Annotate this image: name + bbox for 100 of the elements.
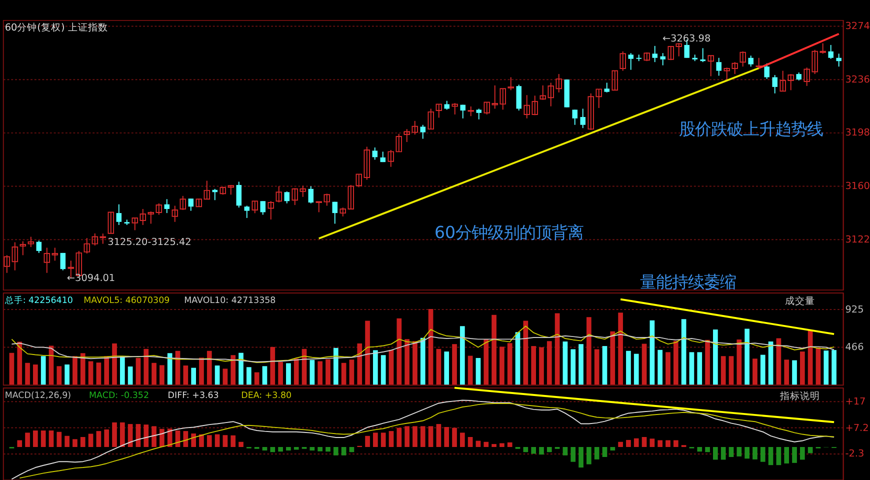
bar — [214, 434, 220, 447]
bar — [507, 343, 512, 385]
bar — [634, 354, 639, 385]
bar — [476, 358, 481, 385]
candlestick — [420, 124, 426, 140]
bar — [380, 432, 386, 447]
y-tick-label: 3236 — [845, 74, 870, 86]
candlestick — [828, 44, 834, 60]
bar — [800, 446, 805, 460]
bar — [333, 446, 338, 456]
bar — [752, 446, 758, 460]
candlestick — [188, 198, 194, 212]
candlestick — [468, 106, 474, 117]
bar — [546, 341, 552, 385]
bar — [658, 440, 663, 447]
candlestick — [324, 193, 330, 206]
bar — [388, 350, 394, 385]
bar — [160, 428, 164, 447]
bar — [120, 422, 125, 447]
bar — [104, 356, 110, 385]
bar — [333, 348, 338, 385]
bar — [507, 442, 512, 447]
bar — [546, 446, 552, 452]
bar — [238, 442, 244, 447]
bar — [206, 435, 212, 447]
bar — [452, 428, 457, 447]
candlestick — [364, 146, 370, 180]
bar — [222, 368, 228, 385]
candlestick — [604, 82, 610, 93]
bar — [365, 436, 370, 447]
bar — [666, 440, 670, 447]
bar — [40, 430, 46, 447]
bar — [484, 442, 489, 447]
bar — [736, 446, 742, 456]
bar — [570, 349, 576, 385]
bar — [428, 426, 434, 447]
y-tick-label: +7.2 — [845, 422, 869, 434]
bar — [167, 353, 172, 385]
bar — [720, 356, 726, 385]
candlestick — [476, 108, 482, 120]
bar — [705, 340, 710, 385]
y-tick-label: -2.3 — [845, 448, 864, 460]
bar — [752, 358, 758, 385]
bar — [310, 446, 315, 451]
bar — [112, 422, 117, 447]
bar — [246, 367, 252, 385]
bar — [492, 444, 496, 447]
bar — [594, 446, 600, 460]
candlestick — [292, 188, 298, 206]
bar — [562, 341, 568, 385]
bar — [404, 339, 410, 385]
bar — [523, 446, 528, 452]
bar — [357, 343, 362, 385]
candlestick — [612, 70, 618, 91]
bar — [650, 320, 655, 385]
bar — [784, 446, 790, 464]
candlestick — [660, 52, 666, 66]
bar — [500, 443, 504, 447]
candlestick — [148, 211, 154, 224]
candlestick — [356, 174, 362, 188]
bar — [689, 352, 694, 385]
bar — [373, 432, 378, 447]
bar — [136, 358, 141, 385]
candlestick — [268, 200, 274, 220]
candlestick — [316, 201, 322, 213]
y-tick-label: 3122 — [845, 234, 870, 246]
bar — [460, 326, 465, 385]
candlestick — [228, 184, 234, 196]
annotation: 指标说明 — [779, 390, 820, 402]
bar — [341, 362, 346, 385]
candlestick — [244, 205, 250, 218]
candlestick — [652, 45, 658, 63]
bar — [191, 433, 196, 447]
bar — [214, 366, 220, 385]
y-tick-label: 3274 — [845, 20, 870, 32]
bar — [230, 435, 236, 447]
bar — [238, 352, 244, 385]
bar — [500, 346, 504, 385]
bar — [618, 312, 623, 385]
candlestick — [20, 240, 26, 256]
bar — [531, 346, 536, 385]
bar — [832, 350, 836, 385]
candlestick — [36, 240, 42, 254]
bar — [199, 358, 204, 385]
bar — [492, 314, 496, 385]
bar — [341, 446, 346, 456]
candlestick — [260, 200, 266, 216]
bar — [420, 338, 426, 385]
bar — [72, 356, 78, 385]
annotation: ←3263.98 — [662, 33, 711, 44]
bar — [33, 430, 38, 447]
annotation: ←3094.01 — [66, 272, 116, 284]
bar — [310, 360, 315, 385]
bar — [404, 426, 410, 447]
bar — [56, 432, 62, 447]
annotation: 量能持续萎缩 — [640, 272, 736, 292]
bar — [64, 364, 70, 385]
candlestick — [172, 205, 178, 222]
text: MACD: -0.352 — [89, 391, 149, 402]
bar — [784, 360, 790, 385]
